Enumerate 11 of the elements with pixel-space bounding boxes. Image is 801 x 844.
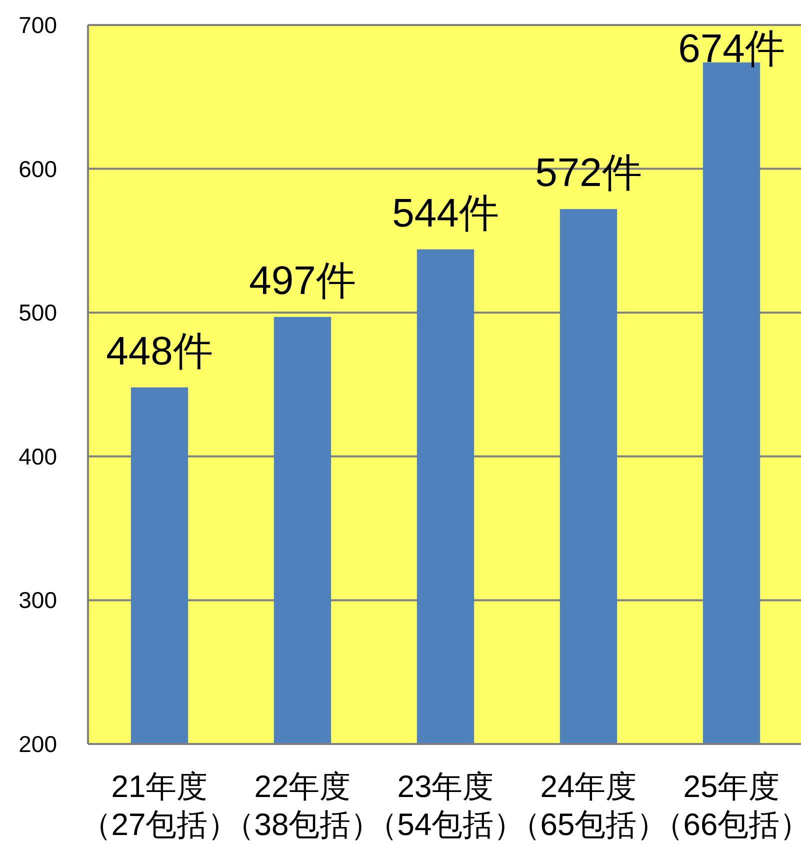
y-tick-label: 400 [18, 443, 57, 470]
data-label: 497件 [249, 258, 356, 303]
y-tick-label: 300 [18, 587, 57, 614]
data-label: 572件 [535, 151, 642, 196]
data-label: 448件 [106, 329, 213, 374]
y-tick-label: 500 [18, 300, 57, 326]
y-tick-label: 700 [18, 12, 57, 38]
data-label: 674件 [678, 27, 785, 71]
y-tick-label: 200 [18, 731, 57, 757]
data-label: 544件 [392, 191, 499, 236]
y-tick-label: 600 [18, 156, 57, 182]
